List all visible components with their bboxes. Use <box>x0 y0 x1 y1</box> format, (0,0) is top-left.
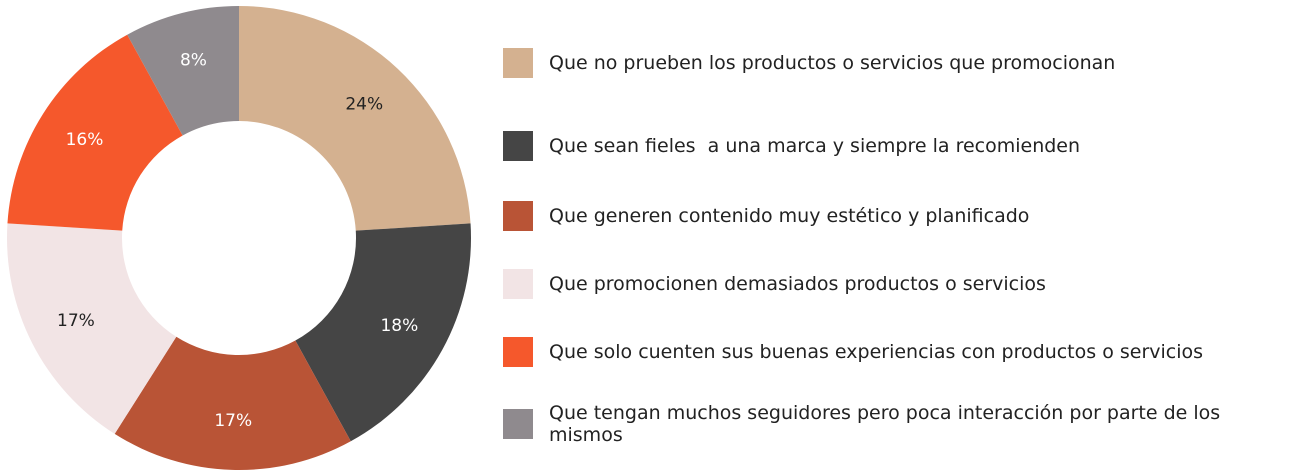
data-label: 17% <box>57 311 95 331</box>
chart: 24% 18% 17% 17% 16% 8% <box>7 6 471 470</box>
donut-slice <box>7 34 183 231</box>
legend-item: Que tengan muchos seguidores pero poca i… <box>503 402 1283 446</box>
legend-label: Que sean fieles a una marca y siempre la… <box>549 135 1081 157</box>
donut-slice <box>127 6 239 136</box>
legend-swatch <box>503 201 533 231</box>
legend-item: Que no prueben los productos o servicios… <box>503 48 1283 78</box>
legend-item: Que generen contenido muy estético y pla… <box>503 201 1283 231</box>
legend-item: Que sean fieles a una marca y siempre la… <box>503 131 1283 161</box>
donut-slice <box>114 336 351 470</box>
legend-swatch <box>503 409 533 439</box>
legend-item: Que solo cuenten sus buenas experiencias… <box>503 337 1283 367</box>
legend-label: Que promocionen demasiados productos o s… <box>549 273 1046 295</box>
legend-swatch <box>503 337 533 367</box>
donut-slice <box>239 6 471 231</box>
legend-label: Que solo cuenten sus buenas experiencias… <box>549 341 1204 363</box>
data-label: 24% <box>345 95 383 115</box>
data-label: 18% <box>380 316 418 336</box>
donut-slice <box>295 223 471 442</box>
data-label: 8% <box>180 51 207 71</box>
legend-label: Que generen contenido muy estético y pla… <box>549 205 1030 227</box>
legend-swatch <box>503 48 533 78</box>
legend-swatch <box>503 269 533 299</box>
legend-label: Que tengan muchos seguidores pero poca i… <box>549 402 1227 446</box>
legend-swatch <box>503 131 533 161</box>
data-label: 17% <box>214 411 252 431</box>
legend-item: Que promocionen demasiados productos o s… <box>503 269 1283 299</box>
legend-label: Que no prueben los productos o servicios… <box>549 52 1116 74</box>
donut-slice <box>7 223 177 434</box>
data-label: 16% <box>66 130 104 150</box>
